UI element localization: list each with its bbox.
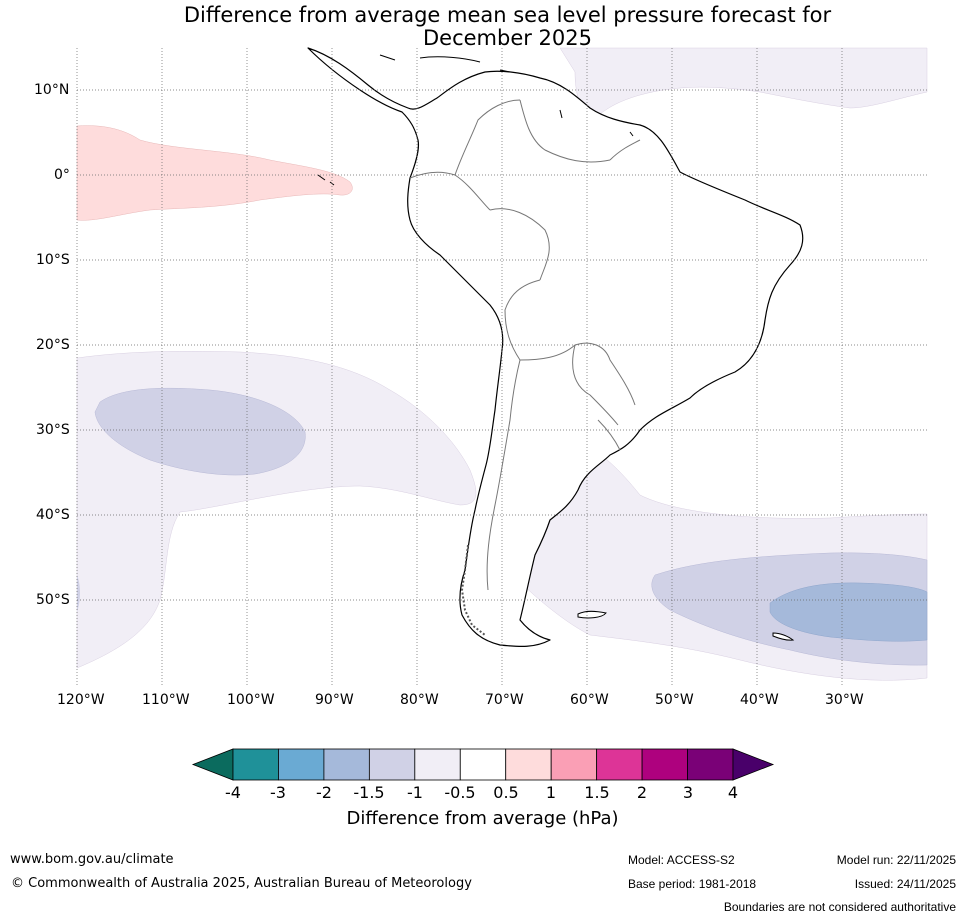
colorbar-extend-high <box>732 748 775 781</box>
colorbar-swatch <box>641 748 688 781</box>
weak-negative-region-north-atlantic <box>559 47 928 125</box>
colorbar-swatch <box>550 748 598 781</box>
colorbar-swatch <box>232 748 279 781</box>
colorbar-swatch <box>505 748 552 781</box>
base-period: Base period: 1981-2018 <box>628 877 757 891</box>
lat-label-50s: 50°S <box>36 592 70 608</box>
lon-label-120w: 120°W <box>57 692 105 708</box>
lat-label-10s: 10°S <box>36 252 70 268</box>
lon-label-110w: 110°W <box>142 692 190 708</box>
colorbar-tick: -1.5 <box>353 783 385 802</box>
map-title: Difference from average mean sea level p… <box>0 4 965 50</box>
strong-negative-region-atlantic <box>769 582 928 642</box>
lat-label-10n: 10°N <box>34 82 70 98</box>
colorbar-tick: -4 <box>225 783 241 802</box>
lon-label-60w: 60°W <box>570 692 609 708</box>
colorbar-tick: -3 <box>270 783 286 802</box>
model-run-date: Model run: 22/11/2025 <box>836 853 956 867</box>
colorbar <box>191 748 775 781</box>
issued-date: Issued: 24/11/2025 <box>854 877 956 891</box>
country-borders <box>409 99 641 591</box>
graticule <box>76 48 927 685</box>
colorbar-swatch <box>687 748 734 781</box>
lat-label-0: 0° <box>54 167 70 183</box>
colorbar-tick: 1 <box>545 783 557 802</box>
lon-label-90w: 90°W <box>315 692 354 708</box>
website-link[interactable]: www.bom.gov.au/climate <box>10 852 174 867</box>
colorbar-tick: -0.5 <box>444 783 476 802</box>
falkland-islands <box>577 610 607 619</box>
boundaries-disclaimer: Boundaries are not considered authoritat… <box>723 900 956 914</box>
colorbar-swatch <box>596 748 643 781</box>
colorbar-tick: 1.5 <box>584 783 610 802</box>
lat-label-30s: 30°S <box>36 422 70 438</box>
caribbean-islands <box>379 54 634 137</box>
colorbar-swatch <box>368 748 416 781</box>
south-america-outline <box>307 47 804 648</box>
lon-label-80w: 80°W <box>400 692 439 708</box>
lon-label-70w: 70°W <box>485 692 524 708</box>
lat-label-40s: 40°S <box>36 507 70 523</box>
colorbar-swatch <box>414 748 461 781</box>
lon-label-40w: 40°W <box>740 692 779 708</box>
title-line-2: December 2025 <box>422 26 592 50</box>
positive-anomaly-region-pacific <box>76 125 353 221</box>
colorbar-tick: -2 <box>316 783 332 802</box>
colorbar-title: Difference from average (hPa) <box>346 808 619 829</box>
colorbar-extend-low <box>191 748 234 781</box>
chile-fjords <box>460 544 486 636</box>
colorbar-swatch <box>459 748 507 781</box>
copyright-notice: © Commonwealth of Australia 2025, Austra… <box>11 876 472 891</box>
lon-label-100w: 100°W <box>227 692 275 708</box>
moderate-negative-region-pacific <box>94 387 306 476</box>
moderate-negative-region-west-edge <box>77 575 80 612</box>
lon-label-50w: 50°W <box>655 692 694 708</box>
colorbar-tick: 2 <box>636 783 648 802</box>
colorbar-ticks: -4 -3 -2 -1.5 -1 -0.5 0.5 1 1.5 2 3 4 <box>0 783 965 803</box>
model-name: Model: ACCESS-S2 <box>628 853 735 867</box>
south-georgia <box>772 632 795 641</box>
colorbar-swatch <box>323 748 370 781</box>
continent-coastline <box>307 47 804 648</box>
colorbar-tick: 3 <box>682 783 694 802</box>
colorbar-swatch <box>278 748 325 781</box>
colorbar-tick: 4 <box>727 783 739 802</box>
title-line-1: Difference from average mean sea level p… <box>183 3 832 27</box>
lon-label-30w: 30°W <box>825 692 864 708</box>
lat-label-20s: 20°S <box>36 337 70 353</box>
colorbar-tick: 0.5 <box>493 783 519 802</box>
colorbar-tick: -1 <box>407 783 423 802</box>
